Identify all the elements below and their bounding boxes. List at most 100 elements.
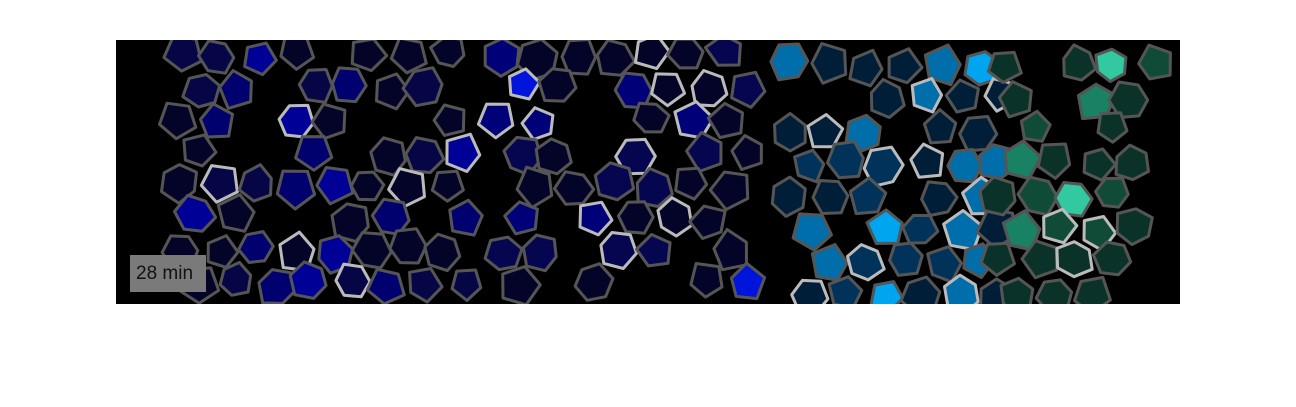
label-box	[130, 255, 206, 292]
cell	[685, 131, 723, 173]
cell	[237, 230, 275, 264]
cell	[790, 278, 830, 304]
cell	[1094, 176, 1130, 209]
cell	[423, 232, 462, 273]
cell	[899, 275, 942, 304]
cell	[199, 164, 239, 204]
cell	[634, 40, 671, 71]
cell	[1115, 207, 1154, 247]
cell	[537, 67, 578, 103]
cell	[578, 200, 614, 237]
cell	[793, 148, 826, 184]
cell	[408, 267, 444, 304]
cell	[848, 176, 888, 216]
cell	[926, 245, 963, 284]
cell	[315, 166, 355, 206]
cell	[910, 77, 944, 114]
cell	[483, 235, 524, 272]
cell	[730, 134, 763, 171]
cell	[199, 102, 234, 139]
cell	[218, 69, 253, 110]
cell	[773, 112, 807, 153]
cell	[1034, 278, 1074, 304]
cell	[388, 227, 428, 265]
cell	[330, 66, 368, 104]
cell	[1107, 80, 1150, 119]
cell	[806, 113, 845, 149]
cell	[706, 101, 744, 140]
cell	[1020, 239, 1059, 280]
cell	[978, 175, 1017, 217]
cell	[595, 40, 637, 77]
cell	[1137, 43, 1172, 81]
cell	[401, 66, 444, 108]
cell	[688, 204, 727, 240]
cell	[846, 243, 886, 282]
cell	[869, 280, 905, 304]
cell	[810, 243, 849, 282]
cell	[1094, 47, 1128, 84]
cell	[294, 135, 334, 172]
cell	[521, 233, 558, 273]
cell	[826, 140, 865, 180]
cell	[923, 43, 962, 87]
cell	[237, 163, 273, 203]
cell	[1019, 109, 1052, 143]
cell	[1096, 111, 1129, 144]
cell	[769, 42, 810, 82]
cell	[999, 276, 1035, 304]
cell	[389, 40, 428, 75]
cell	[429, 40, 466, 68]
cell	[515, 165, 554, 209]
cell	[350, 40, 389, 73]
cell	[708, 170, 750, 212]
cell	[616, 200, 655, 235]
cell	[1073, 275, 1112, 304]
cell	[593, 161, 636, 202]
cell	[599, 231, 639, 270]
cell	[503, 200, 539, 236]
cell	[206, 234, 240, 269]
cell	[632, 101, 671, 134]
time-label: 28 min	[136, 263, 193, 284]
cell	[173, 193, 218, 233]
cell	[182, 133, 218, 168]
cell	[674, 166, 709, 201]
cell	[729, 261, 767, 301]
cell	[650, 72, 687, 108]
cell	[404, 136, 446, 174]
cell	[730, 70, 767, 109]
cell	[218, 260, 253, 297]
cell	[979, 241, 1016, 277]
cell	[791, 212, 833, 252]
cell	[365, 267, 406, 304]
cell	[1042, 207, 1079, 245]
cell	[1114, 143, 1150, 182]
cell	[811, 179, 850, 215]
cell	[1036, 142, 1072, 180]
cell	[888, 241, 924, 277]
cell	[1062, 43, 1098, 82]
cell	[216, 193, 256, 233]
cell	[445, 132, 482, 173]
cell	[887, 47, 924, 85]
cell	[635, 167, 674, 208]
cell	[243, 41, 278, 77]
cell	[279, 40, 316, 71]
cell	[689, 262, 724, 299]
cell	[430, 169, 465, 203]
cell	[573, 262, 615, 302]
cell	[827, 275, 864, 304]
cell	[508, 67, 541, 101]
cell	[369, 136, 407, 177]
cell	[869, 78, 906, 119]
cell	[943, 273, 980, 304]
cell	[946, 148, 984, 184]
cell	[922, 108, 958, 145]
cell	[432, 103, 466, 137]
cell	[162, 40, 203, 73]
cell	[534, 137, 573, 176]
cell	[160, 163, 198, 205]
